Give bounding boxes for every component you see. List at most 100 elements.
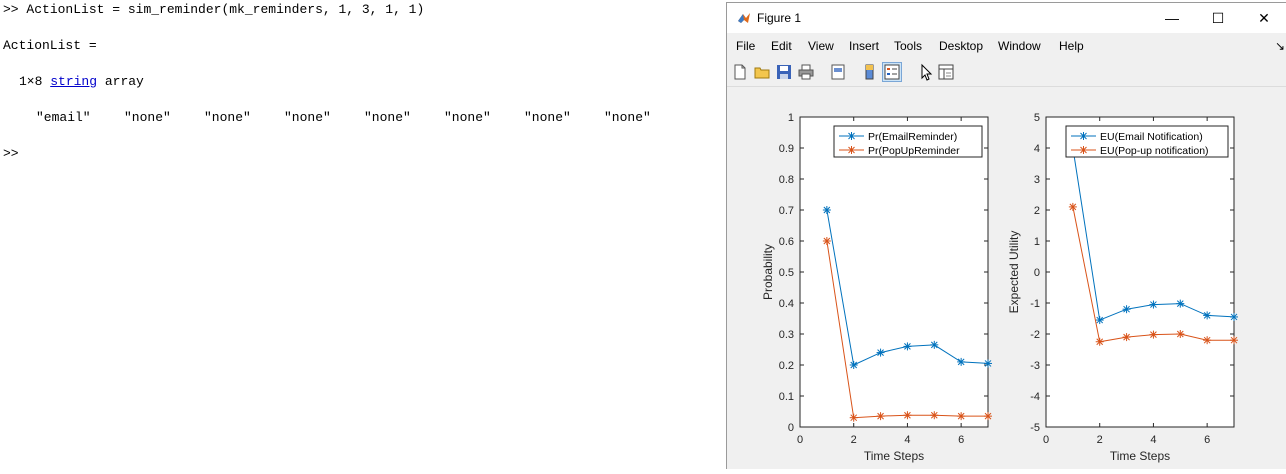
y-tick-label: 1: [1034, 236, 1040, 248]
y-tick-label: 3: [1034, 174, 1040, 186]
next-prompt[interactable]: >>: [3, 146, 19, 161]
marker-stroke: [877, 349, 884, 356]
x-tick-label: 2: [851, 434, 857, 446]
y-tick-label: 0.5: [779, 267, 794, 279]
marker-stroke: [957, 412, 965, 420]
y-axis-label: Probability: [761, 244, 775, 300]
axes-box: [799, 116, 989, 428]
data-point: [1149, 330, 1158, 339]
marker-stroke: [1176, 300, 1184, 307]
marker-stroke: [1150, 331, 1157, 338]
command-line: >> ActionList = sim_reminder(mk_reminder…: [3, 2, 424, 17]
data-point: [876, 412, 885, 421]
data-point: [957, 412, 966, 421]
dock-arrow-icon[interactable]: ↘: [1275, 39, 1286, 53]
maximize-button[interactable]: ☐: [1211, 10, 1225, 26]
legend-entry: EU(Email Notification): [1100, 131, 1203, 143]
marker-stroke: [1123, 305, 1130, 313]
y-tick-label: -3: [1030, 360, 1040, 372]
property-inspector-icon[interactable]: [937, 63, 955, 81]
print-preview-icon[interactable]: [829, 63, 847, 81]
x-tick-label: 0: [1043, 434, 1049, 446]
series-1: [822, 206, 992, 369]
y-axis-label: Expected Utility: [1007, 231, 1021, 314]
legend-icon[interactable]: [882, 62, 902, 82]
x-tick-label: 6: [1204, 434, 1210, 446]
menu-help[interactable]: Help: [1059, 39, 1084, 53]
legend-box: [1065, 125, 1229, 158]
data-point: [1230, 312, 1238, 321]
command-text[interactable]: ActionList = sim_reminder(mk_reminders, …: [26, 2, 425, 17]
close-button[interactable]: ✕: [1258, 10, 1270, 26]
x-tick-label: 6: [958, 434, 964, 446]
y-tick-label: 0.1: [779, 391, 794, 403]
axes-1: 0 0.1 0.2 0.3 0.4 0.5 0.6 0.7 0.8 0.9 1 0 2 4 6 Time St…: [761, 112, 992, 463]
data-point: [1203, 311, 1212, 320]
menu-tools[interactable]: Tools: [894, 39, 923, 53]
string-value: "none": [524, 110, 571, 125]
legend-entry: Pr(PopUpReminder: [868, 145, 960, 157]
legend: Pr(EmailReminder) Pr(PopUpReminder: [833, 125, 983, 158]
y-tick-label: -2: [1030, 329, 1040, 341]
marker-stroke: [1230, 313, 1238, 321]
marker-stroke: [823, 237, 831, 245]
marker-stroke: [848, 132, 855, 140]
colorbar-icon[interactable]: [861, 63, 879, 81]
y-tick-label: 0.2: [779, 360, 794, 372]
data-point: [1203, 336, 1212, 345]
y-tick-label: 0.9: [779, 143, 794, 155]
axes-box: [1045, 116, 1235, 428]
marker-stroke: [1080, 132, 1087, 140]
data-point: [957, 357, 966, 366]
data-point: [1122, 305, 1131, 314]
data-point: [1230, 336, 1238, 345]
legend-marker: [1079, 132, 1088, 140]
menu-window[interactable]: Window: [998, 39, 1041, 53]
x-tick-label: 4: [904, 434, 910, 446]
minimize-button[interactable]: —: [1165, 10, 1179, 26]
marker-stroke: [1203, 336, 1211, 344]
marker-stroke: [984, 412, 992, 420]
legend-marker: [1079, 146, 1088, 154]
string-value: "none": [364, 110, 411, 125]
marker-stroke: [850, 414, 858, 422]
data-point: [1068, 202, 1077, 211]
y-tick-label: 0.6: [779, 236, 794, 248]
y-tick-label: -5: [1030, 422, 1040, 434]
data-point: [984, 412, 992, 421]
print-icon[interactable]: [797, 63, 815, 81]
marker-stroke: [984, 360, 992, 367]
data-point: [822, 206, 831, 214]
string-doc-link[interactable]: string: [50, 74, 98, 89]
marker-stroke: [1123, 333, 1130, 341]
save-icon[interactable]: [775, 63, 793, 81]
matlab-logo-icon: [738, 13, 750, 23]
marker-stroke: [930, 341, 938, 349]
output-variable: ActionList =: [3, 38, 97, 53]
pointer-icon[interactable]: [917, 63, 935, 81]
y-tick-label: 0.4: [779, 298, 794, 310]
open-file-icon[interactable]: [753, 63, 771, 81]
series-2: [822, 237, 992, 422]
menu-view[interactable]: View: [808, 39, 834, 53]
y-tick-label: -1: [1030, 298, 1040, 310]
data-point: [1176, 299, 1185, 308]
legend-entry: Pr(EmailReminder): [868, 131, 957, 143]
legend-marker: [847, 146, 856, 154]
menu-insert[interactable]: Insert: [849, 39, 880, 53]
new-figure-icon[interactable]: [731, 63, 749, 81]
menu-edit[interactable]: Edit: [771, 39, 792, 53]
data-point: [903, 411, 912, 420]
array-size: 1×8: [19, 74, 43, 89]
y-tick-label: 1: [788, 112, 794, 124]
data-point: [1095, 337, 1104, 346]
title-bar[interactable]: Figure 1 — ☐ ✕: [727, 3, 1286, 33]
menu-desktop[interactable]: Desktop: [939, 39, 984, 53]
subplots: 0 0.1 0.2 0.3 0.4 0.5 0.6 0.7 0.8 0.9 1 0 2 4 6 Time St…: [761, 112, 1238, 463]
array-type-line: 1×8 string array: [19, 74, 144, 89]
command-window[interactable]: >> ActionList = sim_reminder(mk_reminder…: [0, 0, 726, 468]
marker-stroke: [1150, 301, 1157, 308]
data-point: [876, 348, 885, 357]
data-point: [1176, 330, 1185, 338]
menu-file[interactable]: File: [736, 39, 756, 53]
